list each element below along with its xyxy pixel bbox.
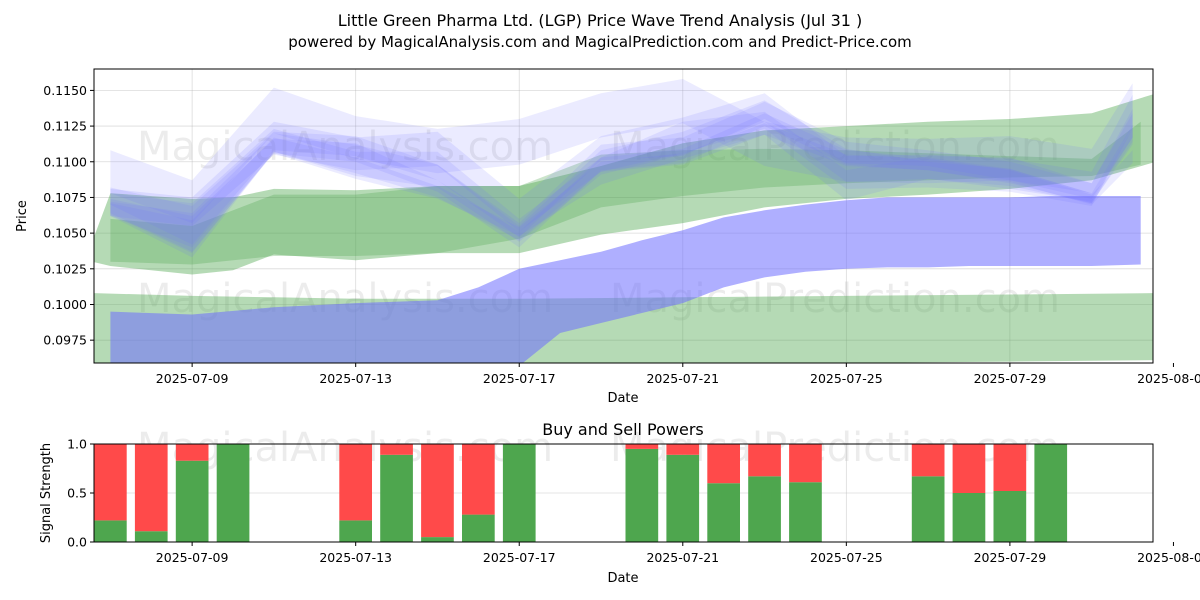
sell-bar (134, 444, 168, 532)
chart-subtitle: powered by MagicalAnalysis.com and Magic… (288, 33, 912, 51)
buy-bar (666, 454, 700, 542)
top-y-axis-title: Price (15, 200, 30, 232)
buy-bar (462, 514, 495, 542)
sell-bar (666, 444, 700, 455)
sell-bar (707, 444, 740, 484)
bottom-y-axis-title: Signal Strength (39, 443, 54, 543)
bottom-x-tick-label: 2025-07-25 (810, 550, 883, 565)
sell-bar (993, 444, 1027, 491)
price-band-4 (110, 196, 1141, 363)
buy-bar (175, 460, 209, 542)
bottom-x-tick-label: 2025-07-29 (974, 550, 1047, 565)
buy-bar (380, 454, 413, 542)
buy-bar (1034, 444, 1068, 542)
top-y-tick-label: 0.1075 (43, 190, 87, 205)
top-y-tick-label: 0.1025 (43, 261, 87, 276)
sell-bar (421, 444, 454, 538)
price-band-5 (110, 79, 1133, 224)
bottom-x-tick-label: 2025-07-13 (319, 550, 392, 565)
chart-title: Little Green Pharma Ltd. (LGP) Price Wav… (338, 11, 863, 30)
sell-bar (911, 444, 945, 477)
sell-bar (380, 444, 413, 455)
top-y-tick-label: 0.1100 (43, 154, 87, 169)
top-y-axis: 0.0975 0.1000 0.1025 0.1050 0.1075 0.1100 0.11… (43, 83, 94, 348)
top-y-tick-label: 0.1150 (43, 83, 87, 98)
bottom-y-tick-label: 1.0 (67, 437, 87, 452)
sell-bar (748, 444, 781, 477)
buy-bar (134, 531, 168, 542)
bottom-x-tick-label: 2025-07-09 (156, 550, 229, 565)
top-y-tick-label: 0.1125 (43, 119, 87, 134)
buy-bar (789, 482, 822, 542)
top-x-tick-label: 2025-07-25 (810, 371, 883, 386)
bottom-y-axis: 0.0 0.5 1.0 (67, 437, 94, 550)
buy-bar (94, 520, 127, 542)
top-plot-frame (93, 68, 1154, 364)
top-x-axis-title: Date (607, 391, 638, 406)
top-x-tick-label: 2025-07-09 (156, 371, 229, 386)
top-x-tick-label: 2025-07-17 (483, 371, 556, 386)
buy-bar (502, 444, 536, 542)
bottom-y-tick-label: 0.5 (67, 486, 87, 501)
buy-bar (707, 483, 740, 542)
bottom-x-tick-label: 2025-07-17 (483, 550, 556, 565)
sell-bar (94, 444, 127, 521)
bottom-x-tick-label: 2025-08-01 (1137, 550, 1200, 565)
top-y-tick-label: 0.1050 (43, 226, 87, 241)
top-x-tick-label: 2025-07-13 (319, 371, 392, 386)
top-x-tick-label: 2025-08-01 (1137, 371, 1200, 386)
watermark-analysis-top: MagicalAnalysis.com (137, 124, 553, 170)
buy-bar (421, 537, 454, 542)
price-band-3 (110, 121, 1141, 265)
sell-bar (789, 444, 822, 483)
price-band-7 (110, 109, 1133, 248)
sell-bar (625, 444, 659, 449)
buy-bar (625, 448, 659, 542)
price-band-8 (110, 100, 1133, 258)
signal-bars (94, 444, 1068, 542)
bottom-chart-title: Buy and Sell Powers (542, 420, 704, 439)
bottom-y-tick-label: 0.0 (67, 535, 87, 550)
buy-bar (993, 491, 1027, 542)
price-band-2 (94, 94, 1153, 275)
buy-bar (952, 493, 986, 542)
buy-bar (216, 444, 250, 542)
top-x-axis: 2025-07-09 2025-07-13 2025-07-17 2025-07-21… (156, 363, 1200, 386)
top-y-tick-label: 0.1000 (43, 297, 87, 312)
bottom-x-axis-title: Date (607, 571, 638, 586)
bottom-x-tick-label: 2025-07-21 (646, 550, 719, 565)
price-wave-bands (94, 79, 1153, 363)
top-x-tick-label: 2025-07-29 (974, 371, 1047, 386)
buy-bar (748, 476, 781, 542)
bottom-x-axis: 2025-07-09 2025-07-13 2025-07-17 2025-07-21… (156, 542, 1200, 565)
sell-bar (339, 444, 372, 521)
buy-bar (911, 476, 945, 542)
price-band-6 (110, 93, 1133, 232)
buy-bar (339, 520, 372, 542)
top-x-tick-label: 2025-07-21 (646, 371, 719, 386)
sell-bar (952, 444, 986, 493)
top-y-tick-label: 0.0975 (43, 333, 87, 348)
sell-bar (175, 444, 209, 461)
watermark-prediction-top: MagicalPrediction.com (610, 124, 1060, 170)
sell-bar (462, 444, 495, 515)
